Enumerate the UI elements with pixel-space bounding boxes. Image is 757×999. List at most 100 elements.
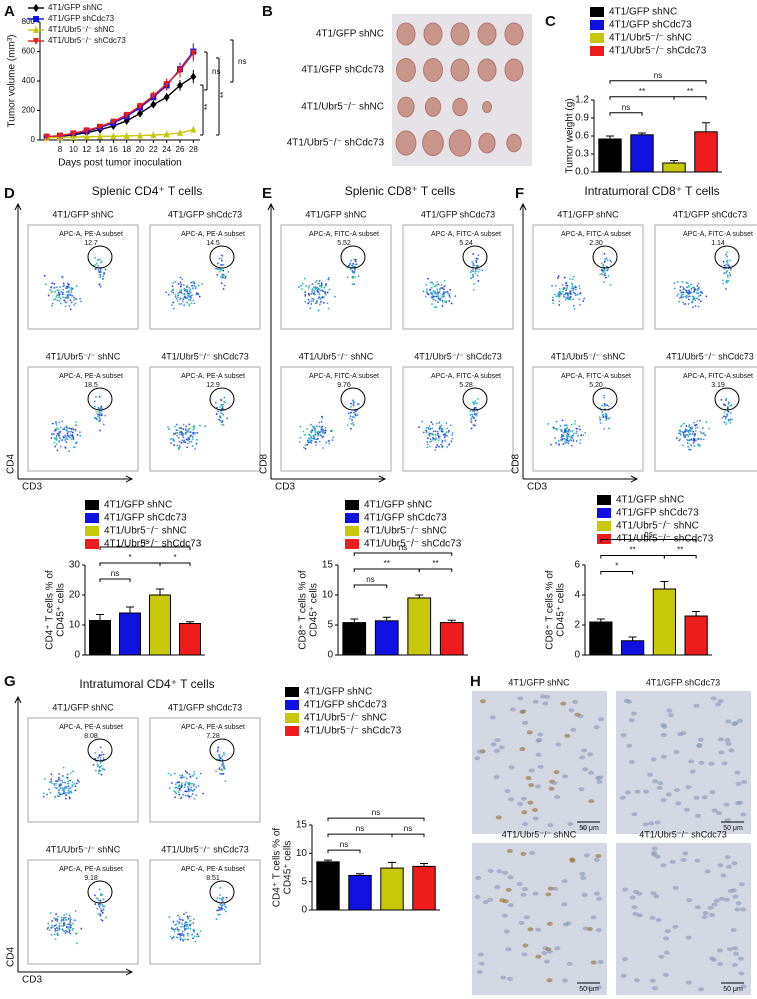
event-dot: [571, 284, 574, 286]
event-dot: [697, 282, 700, 285]
event-dot: [705, 421, 708, 423]
nucleus: [629, 895, 636, 900]
plot-frame: [532, 366, 644, 472]
x-tick-label: 26: [176, 145, 185, 154]
legend-swatch: [85, 526, 99, 536]
event-dot: [172, 920, 175, 923]
annotation: ns: [366, 575, 374, 584]
event-dot: [688, 439, 691, 442]
event-dot: [565, 284, 568, 287]
nucleus: [521, 887, 528, 892]
nucleus: [590, 915, 597, 920]
event-dot: [195, 293, 198, 296]
nucleus: [582, 767, 589, 772]
nucleus: [581, 892, 588, 897]
event-dot: [682, 296, 685, 298]
event-dot: [221, 904, 224, 907]
event-dot: [180, 786, 183, 789]
event-dot: [425, 426, 428, 429]
event-dot: [180, 933, 182, 935]
event-dot: [165, 291, 168, 294]
event-dot: [699, 419, 701, 422]
event-dot: [697, 292, 700, 295]
event-dot: [316, 425, 318, 428]
event-dot: [679, 429, 682, 432]
event-dot: [327, 278, 330, 281]
event-dot: [426, 437, 429, 440]
event-dot: [189, 291, 192, 294]
event-dot: [566, 296, 569, 299]
event-dot: [179, 936, 182, 939]
legend-swatch: [590, 33, 604, 43]
event-dot: [571, 287, 573, 290]
event-dot: [318, 421, 321, 424]
event-dot: [554, 427, 557, 430]
event-dot: [195, 794, 198, 797]
nucleus: [717, 961, 724, 966]
event-dot: [308, 284, 311, 287]
event-dot: [60, 290, 63, 293]
event-dot: [320, 434, 322, 437]
legend-label: 4T1/GFP shNC: [616, 495, 684, 506]
event-dot: [69, 294, 72, 297]
event-dot: [222, 264, 225, 266]
event-dot: [185, 777, 188, 780]
event-dot: [722, 260, 725, 263]
event-dot: [470, 427, 473, 430]
event-dot: [55, 436, 58, 439]
event-dot: [472, 263, 475, 265]
event-dot: [729, 269, 732, 271]
event-dot: [66, 285, 69, 288]
event-dot: [323, 296, 326, 299]
event-dot: [186, 289, 189, 292]
event-dot: [99, 285, 102, 288]
event-dot: [568, 435, 570, 438]
plot-label: 4T1/Ubr5⁻/⁻ shNC: [551, 351, 626, 361]
event-dot: [62, 766, 65, 769]
event-dot: [50, 773, 53, 776]
plot-frame: [149, 717, 261, 823]
event-dot: [220, 399, 223, 402]
event-dot: [58, 433, 61, 435]
nucleus: [570, 727, 577, 732]
bar: [149, 594, 171, 656]
event-dot: [101, 407, 103, 410]
annotation: *: [173, 553, 176, 562]
event-dot: [176, 920, 179, 923]
nucleus: [479, 699, 486, 704]
event-dot: [438, 445, 440, 448]
event-dot: [352, 421, 354, 424]
event-dot: [191, 445, 194, 447]
event-dot: [424, 295, 427, 298]
event-dot: [191, 436, 194, 438]
event-dot: [224, 275, 227, 278]
event-dot: [323, 286, 326, 289]
event-dot: [425, 429, 428, 432]
event-dot: [354, 276, 356, 278]
nucleus: [650, 891, 657, 896]
nucleus: [579, 871, 586, 876]
bracket: [327, 833, 393, 838]
nucleus: [489, 715, 496, 720]
event-dot: [477, 397, 479, 400]
event-dot: [92, 764, 95, 766]
event-dot: [577, 434, 579, 437]
nucleus: [689, 769, 696, 774]
event-dot: [321, 296, 324, 299]
event-dot: [54, 429, 56, 432]
event-dot: [47, 926, 50, 929]
event-dot: [186, 921, 188, 924]
point: [163, 130, 170, 138]
event-dot: [60, 920, 63, 922]
event-dot: [314, 302, 317, 305]
event-dot: [188, 438, 191, 441]
event-dot: [99, 766, 102, 768]
nucleus: [651, 986, 658, 991]
event-dot: [97, 415, 99, 418]
event-dot: [314, 430, 317, 432]
event-dot: [70, 791, 73, 794]
event-dot: [195, 292, 198, 295]
event-dot: [52, 433, 55, 436]
x-axis-label: CD3: [22, 482, 42, 493]
nucleus: [717, 737, 724, 742]
